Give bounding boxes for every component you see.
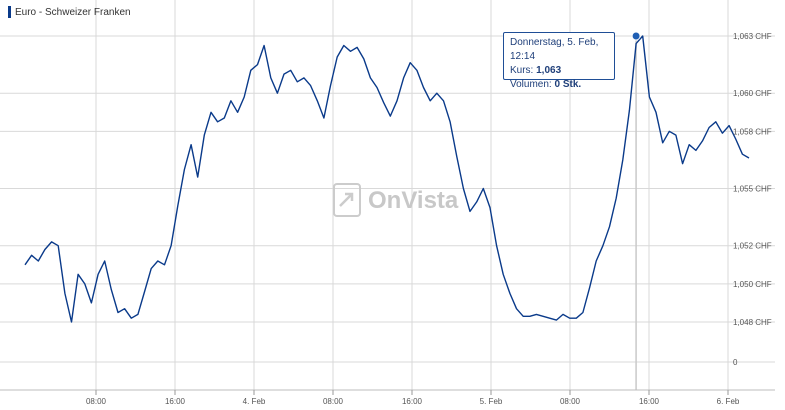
x-tick-label: 08:00 [560, 397, 581, 406]
x-tick-label: 16:00 [639, 397, 660, 406]
highlight-point [631, 31, 641, 41]
x-tick-label: 16:00 [165, 397, 186, 406]
y-tick-label: 1,063 CHF [733, 32, 772, 41]
tooltip-price-label: Kurs: [510, 65, 534, 76]
price-tooltip: Donnerstag, 5. Feb, 12:14 Kurs: 1,063 Vo… [503, 32, 615, 90]
legend: Euro - Schweizer Franken [8, 6, 131, 18]
y-tick-label: 0 [733, 358, 738, 367]
x-axis: 08:00 16:00 4. Feb 08:00 16:00 5. Feb 08:00 16:… [0, 389, 775, 406]
price-series-line [24, 35, 750, 323]
y-tick-label: 1,050 CHF [733, 280, 772, 289]
tooltip-volume-label: Volumen: [510, 79, 552, 90]
tooltip-date: Donnerstag, 5. Feb, 12:14 [510, 37, 599, 62]
tooltip-price-value: 1,063 [536, 65, 562, 76]
series-layer [24, 31, 750, 323]
x-tick-label: 5. Feb [480, 397, 503, 406]
tooltip-volume-value: 0 Stk. [554, 79, 582, 90]
x-tick-label: 16:00 [402, 397, 423, 406]
x-tick-label: 6. Feb [717, 397, 740, 406]
y-tick-label: 1,058 CHF [733, 127, 772, 136]
y-tick-label: 1,060 CHF [733, 89, 772, 98]
y-tick-label: 1,052 CHF [733, 242, 772, 251]
watermark-text: OnVista [368, 187, 459, 214]
tooltip-volume-row: Volumen: 0 Stk. [510, 78, 608, 92]
tooltip-price-row: Kurs: 1,063 [510, 64, 608, 78]
legend-label: Euro - Schweizer Franken [15, 6, 131, 18]
y-tick-label: 1,048 CHF [733, 318, 772, 327]
watermark-logo-icon [333, 183, 361, 217]
y-axis: 1,063 CHF 1,060 CHF 1,058 CHF 1,055 CHF 1,05… [733, 32, 772, 367]
x-tick-label: 08:00 [323, 397, 344, 406]
x-tick-label: 4. Feb [243, 397, 266, 406]
watermark-arrow-icon [339, 192, 354, 207]
x-tick-label: 08:00 [86, 397, 107, 406]
grid-lines [0, 0, 775, 390]
onvista-watermark: OnVista [333, 183, 459, 217]
legend-swatch [8, 6, 11, 18]
y-tick-label: 1,055 CHF [733, 185, 772, 194]
